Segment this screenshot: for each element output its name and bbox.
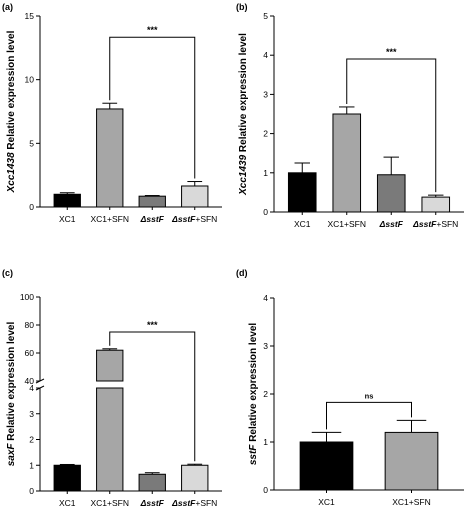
axis-break-gap [95, 381, 124, 388]
x-tick-label: XC1+SFN [328, 219, 367, 229]
x-tick-label: ΔsstF [379, 219, 404, 229]
y-tick-label: 4 [263, 293, 268, 303]
x-tick-label: ΔsstF [140, 214, 165, 224]
significance-label: *** [147, 320, 158, 330]
x-tick-label: XC1+SFN [392, 497, 431, 507]
bar [287, 172, 317, 213]
bar [332, 113, 362, 213]
significance-bracket [346, 58, 437, 193]
bar [96, 108, 124, 208]
panel-a: (a) 0 5 10 15 Xcc1438 Relative expression lev… [2, 2, 222, 224]
y-tick-label: 1 [29, 460, 34, 470]
x-tick-label: XC1 [318, 497, 335, 507]
y-axis-label: saxF Relative expression level [6, 322, 17, 467]
y-tick-label: 4 [29, 383, 34, 393]
y-axis-label: Xcc1439 Relative expression level [238, 33, 249, 196]
y-tick-label: 2 [29, 435, 34, 445]
x-tick-label: XC1 [59, 214, 76, 224]
y-tick-label: 2 [263, 389, 268, 399]
x-tick-label: ΔsstF+SFN [171, 498, 217, 508]
significance-bracket [109, 36, 196, 179]
bar [421, 196, 451, 213]
bar [138, 473, 166, 492]
x-tick-label: ΔsstF+SFN [412, 219, 458, 229]
y-tick-label: 100 [20, 292, 34, 302]
significance-label: *** [147, 25, 158, 35]
y-tick-label: 0 [263, 485, 268, 495]
x-tick-label: XC1 [59, 498, 76, 508]
bar [181, 185, 209, 208]
significance-bracket [109, 331, 196, 462]
y-tick-label: 0 [263, 207, 268, 217]
panel-c: (c) 40 60 80 100 0 1 2 3 4 saxF Relative expressio… [2, 268, 222, 508]
significance-bracket [326, 401, 412, 430]
y-tick-label: 3 [29, 409, 34, 419]
bar [138, 195, 166, 208]
y-tick-label: 1 [263, 437, 268, 447]
significance-label: ns [365, 391, 374, 400]
y-tick-label: 15 [25, 11, 35, 21]
bar [181, 464, 209, 492]
y-tick-label: 40 [25, 376, 35, 386]
panel-label: (d) [236, 268, 248, 278]
panel-d: (d) 0 1 2 3 4 sstF Relative expression level XC… [236, 268, 464, 507]
y-tick-label: 2 [263, 129, 268, 139]
y-tick-label: 80 [25, 320, 35, 330]
y-tick-label: 60 [25, 348, 35, 358]
panel-label: (c) [2, 268, 13, 278]
x-tick-label: XC1+SFN [91, 498, 130, 508]
y-tick-label: 1 [263, 168, 268, 178]
y-tick-label: 0 [29, 486, 34, 496]
panel-label: (a) [2, 2, 13, 12]
bar [299, 441, 354, 491]
panel-b: (b) 0 1 2 3 4 5 Xcc1439 Relative expression lev… [236, 2, 464, 229]
y-tick-label: 5 [29, 138, 34, 148]
y-tick-label: 10 [25, 75, 35, 85]
y-tick-label: 3 [263, 89, 268, 99]
y-axis-label: sstF Relative expression level [248, 323, 259, 466]
bar [376, 174, 406, 213]
x-tick-label: XC1+SFN [91, 214, 130, 224]
y-tick-label: 0 [29, 202, 34, 212]
x-tick-label: ΔsstF+SFN [171, 214, 217, 224]
bar-upper-segment [96, 349, 124, 382]
y-tick-label: 3 [263, 341, 268, 351]
y-tick-label: 5 [263, 11, 268, 21]
bar [384, 431, 439, 491]
x-tick-label: XC1 [294, 219, 311, 229]
bar [96, 387, 124, 492]
bar [53, 193, 81, 208]
x-tick-label: ΔsstF [140, 498, 165, 508]
y-tick-label: 4 [263, 50, 268, 60]
panel-label: (b) [236, 2, 248, 12]
y-axis-label: Xcc1438 Relative expression level [6, 30, 17, 193]
bar [53, 464, 81, 492]
significance-label: *** [386, 47, 397, 57]
